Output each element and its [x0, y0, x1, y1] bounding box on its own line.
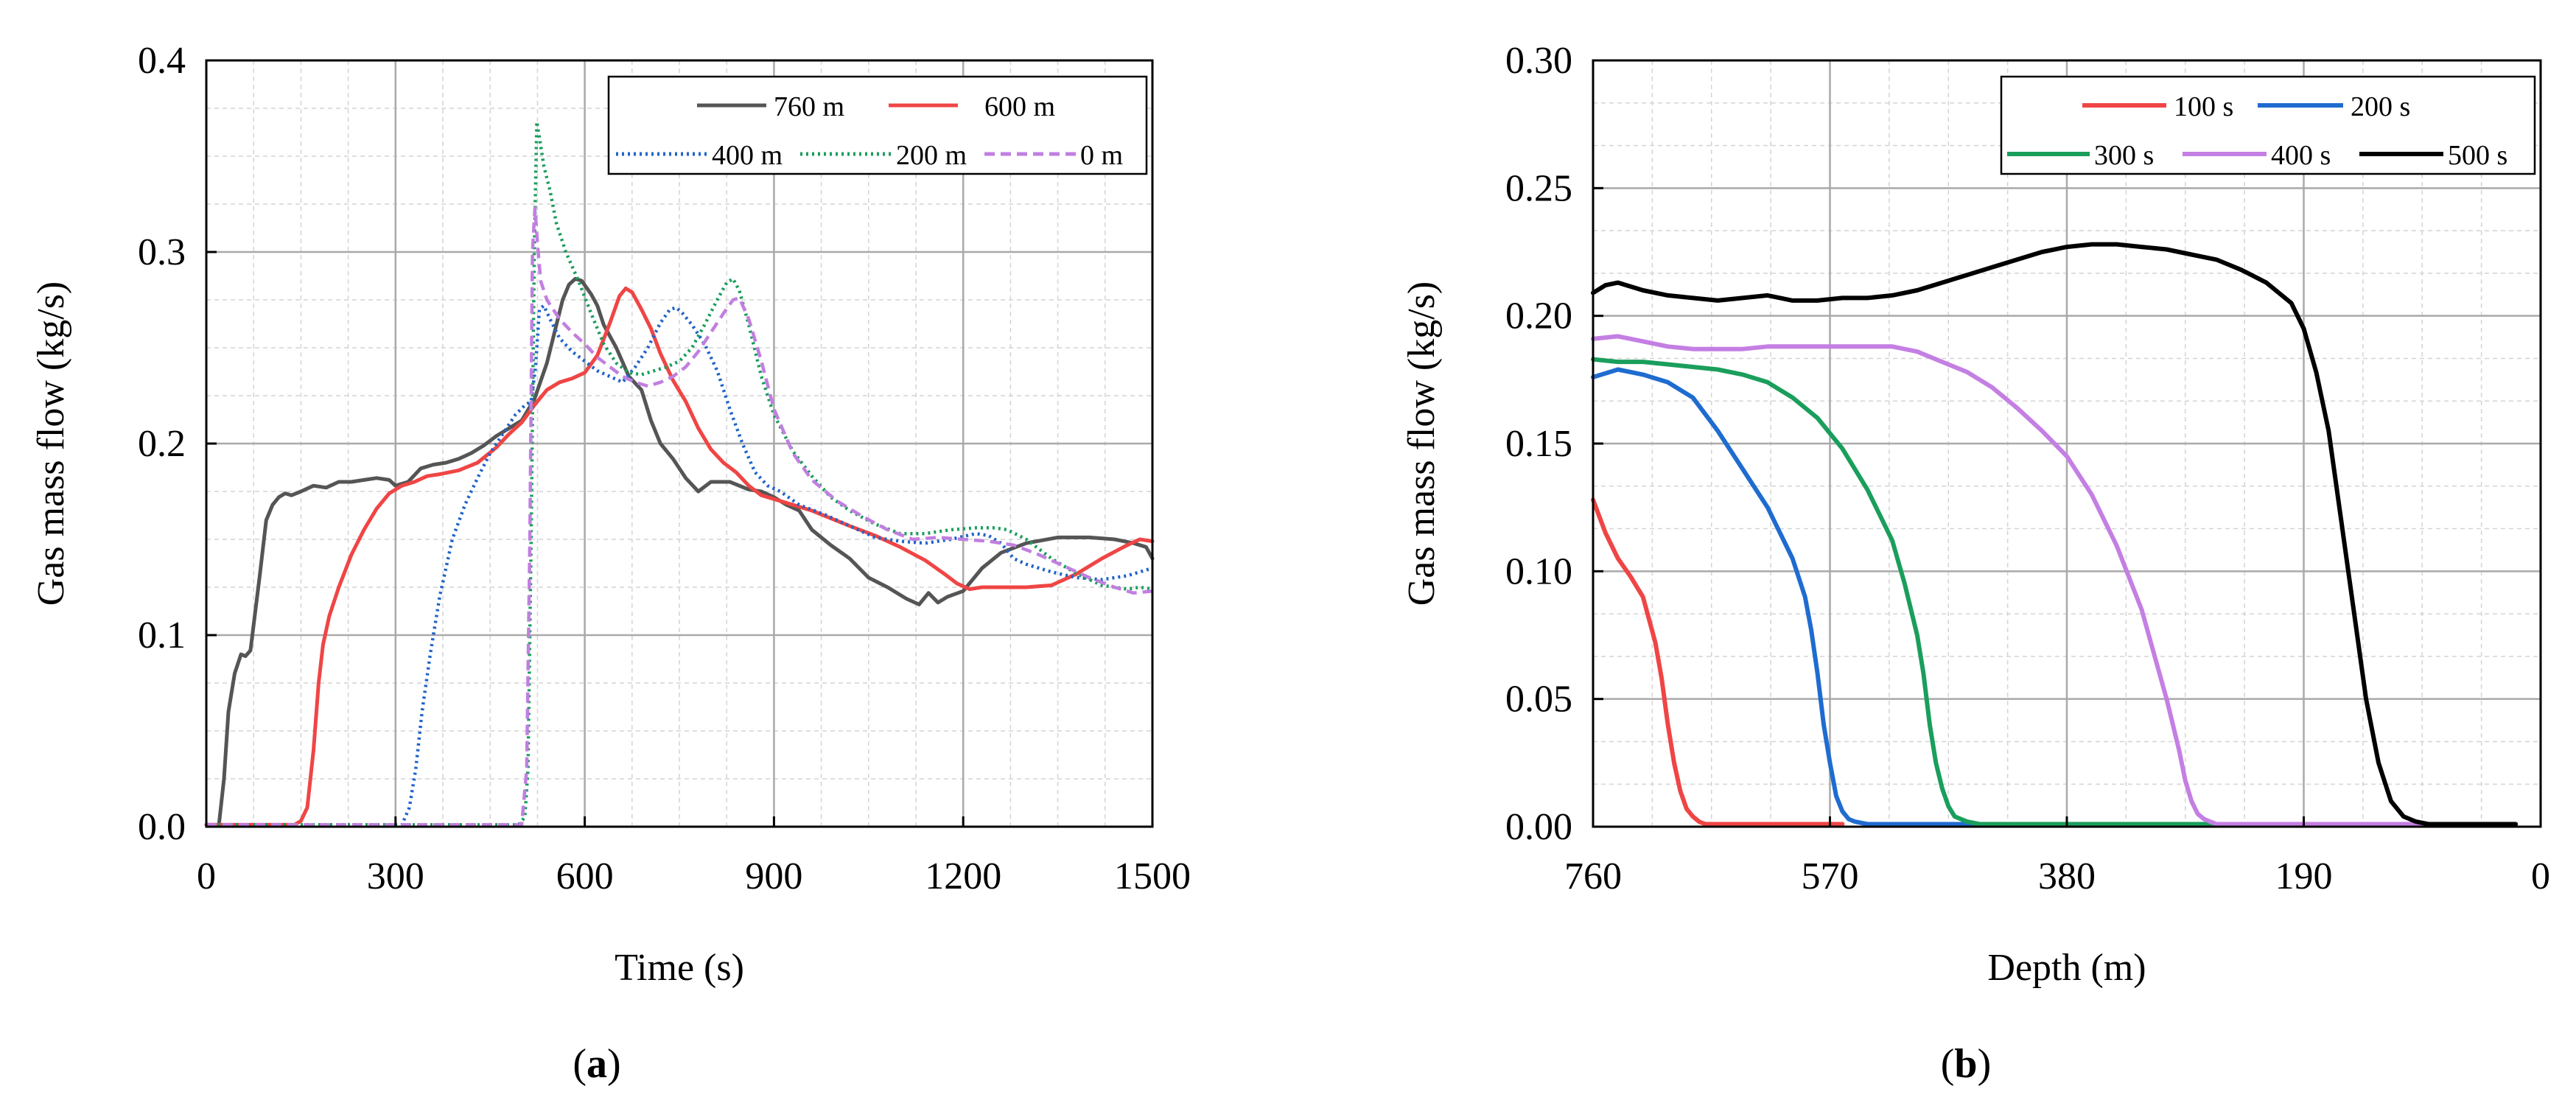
- series-line-500s: [1591, 242, 2519, 827]
- panel-b-series-group: [1591, 242, 2519, 827]
- series-line-760m: [204, 276, 1155, 827]
- legend-label-400s: 400 s: [2271, 140, 2331, 171]
- x-tick-label: 0: [2531, 855, 2550, 897]
- y-tick-label: 0.15: [1505, 423, 1572, 465]
- legend-label-600m: 600 m: [984, 91, 1055, 122]
- panel-b-tick-marks: [1592, 59, 2542, 828]
- x-tick-label: 190: [2275, 855, 2333, 897]
- x-tick-label: 1200: [925, 855, 1001, 897]
- panel-a-legend: 760 m 600 m 400 m 200 m 0 m: [607, 75, 1148, 175]
- y-tick-label: 0.20: [1505, 295, 1572, 337]
- panel-b: 760 570 380 190 0 0.000.050.100.150.200.250.…: [1401, 40, 2550, 1087]
- x-tick-label: 0: [197, 855, 216, 897]
- x-tick-label: 380: [2038, 855, 2096, 897]
- y-tick-label: 0.0: [138, 806, 186, 848]
- series-line-400m: [206, 304, 1153, 827]
- y-tick-label: 0.2: [138, 423, 186, 465]
- panel-a-caption: (a): [573, 1041, 620, 1087]
- series-line-600m: [204, 286, 1155, 827]
- legend-label-500s: 500 s: [2448, 140, 2507, 171]
- y-tick-label: 0.4: [138, 40, 186, 82]
- panel-b-caption-open: (: [1941, 1041, 1955, 1087]
- panel-a-caption-close: ): [607, 1041, 621, 1087]
- series-line-200s: [1591, 367, 2132, 827]
- legend-label-760m: 760 m: [774, 91, 844, 122]
- series-line-400s: [1591, 334, 2493, 827]
- x-tick-label: 1500: [1114, 855, 1191, 897]
- panel-a-series-group: [204, 119, 1155, 827]
- panel-b-legend-box: [2000, 75, 2536, 175]
- legend-label-200m: 200 m: [896, 140, 967, 171]
- legend-label-100s: 100 s: [2174, 91, 2233, 122]
- y-tick-label: 0.25: [1505, 167, 1572, 209]
- legend-label-200s: 200 s: [2351, 91, 2410, 122]
- panel-b-y-axis-label: Gas mass flow (kg/s): [1401, 281, 1443, 606]
- y-tick-label: 0.30: [1505, 40, 1572, 82]
- x-tick-label: 760: [1564, 855, 1622, 897]
- panel-b-x-tick-labels: 760 570 380 190 0: [1564, 855, 2550, 897]
- y-tick-label: 0.10: [1505, 550, 1572, 592]
- x-tick-label: 300: [367, 855, 424, 897]
- x-tick-label: 900: [745, 855, 802, 897]
- panel-a-legend-box: [607, 75, 1148, 175]
- x-tick-label: 570: [1802, 855, 1859, 897]
- y-tick-label: 0.00: [1505, 806, 1572, 848]
- panel-b-x-axis-label: Depth (m): [1987, 947, 2146, 989]
- panel-b-legend: 100 s 200 s 300 s 400 s 500 s: [2000, 75, 2536, 175]
- panel-a-x-axis-label: Time (s): [615, 947, 744, 989]
- panel-b-caption: (b): [1941, 1041, 1991, 1087]
- x-tick-label: 600: [556, 855, 614, 897]
- series-line-100s: [1591, 497, 1845, 827]
- panel-a: 0 300 600 900 1200 1500 0.0 0.1 0.2 0.3 0.4 Time …: [30, 40, 1191, 1087]
- legend-label-300s: 300 s: [2094, 140, 2154, 171]
- panel-a-caption-letter: a: [587, 1041, 607, 1087]
- panel-a-y-axis-label: Gas mass flow (kg/s): [30, 281, 72, 606]
- panel-a-caption-open: (: [573, 1041, 587, 1087]
- panel-b-major-grid: [1592, 59, 2542, 828]
- legend-label-400m: 400 m: [712, 140, 783, 171]
- panel-b-y-tick-labels: 0.00 0.05 0.10 0.15 0.20 0.25 0.30: [1505, 40, 1572, 848]
- panel-a-y-tick-labels: 0.0 0.1 0.2 0.3 0.4: [138, 40, 186, 848]
- legend-label-0m: 0 m: [1080, 140, 1123, 171]
- y-tick-label: 0.05: [1505, 679, 1572, 721]
- panel-a-tick-marks: [205, 59, 1154, 828]
- series-line-0m: [206, 206, 1153, 827]
- y-tick-label: 0.3: [138, 231, 186, 273]
- series-line-300s: [1591, 357, 2294, 827]
- panel-b-caption-letter: b: [1954, 1041, 1977, 1087]
- panel-b-caption-close: ): [1978, 1041, 1992, 1087]
- y-tick-label: 0.1: [138, 614, 186, 656]
- panel-a-x-tick-labels: 0 300 600 900 1200 1500: [197, 855, 1191, 897]
